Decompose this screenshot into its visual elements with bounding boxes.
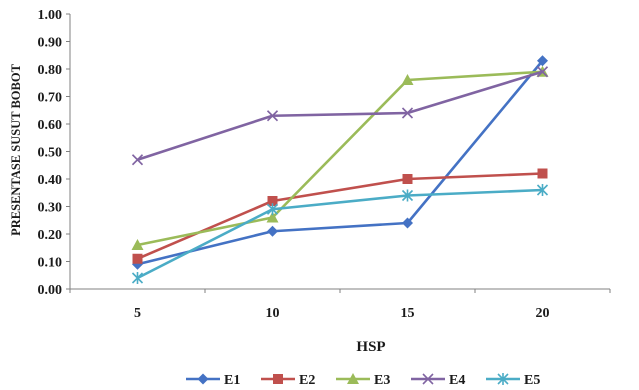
legend-label: E3: [374, 373, 390, 388]
y-tick-label: 1.00: [38, 8, 63, 23]
legend-marker: [347, 373, 359, 384]
y-axis-label: PRESENTASE SUSUT BOBOT: [9, 63, 23, 235]
y-tick-label: 0.40: [38, 173, 63, 188]
data-point: [266, 203, 279, 216]
axes: [66, 13, 611, 293]
series-e4: [131, 66, 549, 166]
legend-item-e5: E5: [486, 373, 540, 388]
data-point: [131, 272, 144, 284]
data-point: [401, 189, 414, 202]
x-tick-labels: 5 10 15 20: [134, 306, 550, 321]
legend-label: E1: [224, 373, 240, 388]
data-point: [402, 217, 413, 229]
data-point: [267, 196, 278, 206]
series-layer: [131, 55, 549, 284]
series-e1: [132, 55, 548, 270]
y-tick-label: 0.30: [38, 201, 63, 216]
x-axis-label: HSP: [356, 339, 385, 355]
series-e2: [132, 168, 548, 264]
x-tick-label: 5: [134, 306, 141, 321]
legend-marker: [497, 373, 509, 385]
legend-label: E4: [449, 373, 465, 388]
x-tick-label: 20: [536, 306, 550, 321]
legend-item-e3: E3: [336, 373, 390, 388]
data-point: [131, 154, 144, 166]
legend-item-e1: E1: [186, 373, 240, 388]
data-point: [536, 66, 549, 78]
data-point: [537, 168, 548, 179]
y-tick-label: 0.00: [38, 283, 63, 298]
x-tick-label: 10: [266, 306, 280, 321]
data-point: [537, 55, 548, 67]
series-line: [137, 70, 543, 247]
x-tick-label: 15: [401, 306, 415, 321]
series-line: [136, 172, 543, 260]
data-point: [402, 174, 413, 184]
y-tick-label: 0.60: [38, 118, 63, 133]
legend-label: E2: [299, 373, 315, 388]
legend: E1 E2 E3 E4 E5: [186, 373, 540, 388]
series-line: [137, 59, 544, 266]
series-e5: [131, 184, 549, 284]
y-tick-label: 0.50: [38, 146, 63, 161]
legend-item-e4: E4: [411, 373, 465, 388]
legend-marker: [422, 373, 434, 385]
data-point: [401, 107, 414, 119]
series-line: [137, 70, 543, 161]
series-e3: [131, 65, 549, 250]
data-point: [401, 74, 414, 85]
y-tick-label: 0.80: [38, 63, 63, 78]
y-tick-label: 0.20: [38, 228, 63, 243]
y-tick-labels: 0.00 0.10 0.20 0.30 0.40 0.50 0.60 0.70 0.80 0.90…: [38, 8, 63, 298]
series-line: [136, 188, 543, 280]
legend-marker: [197, 373, 209, 385]
data-point: [131, 239, 144, 250]
data-point: [266, 211, 279, 223]
legend-item-e2: E2: [261, 373, 315, 388]
y-tick-label: 0.10: [38, 256, 63, 271]
data-point: [266, 110, 279, 122]
data-point: [536, 184, 549, 196]
y-tick-label: 0.70: [38, 91, 63, 106]
data-point: [132, 253, 143, 264]
legend-label: E5: [524, 373, 540, 388]
y-tick-label: 0.90: [38, 36, 63, 51]
legend-marker: [273, 374, 283, 384]
data-point: [267, 225, 278, 237]
